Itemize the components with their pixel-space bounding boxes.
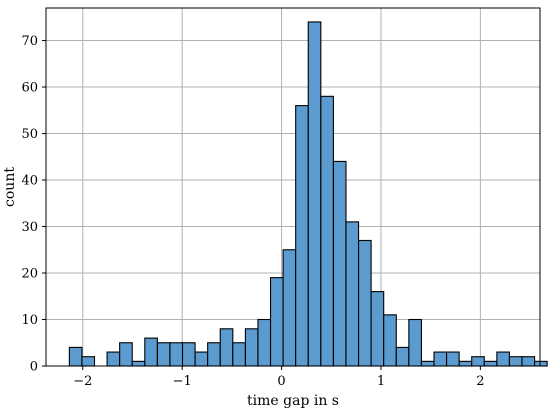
bar-11 [207, 342, 221, 367]
bar-9 [181, 342, 196, 367]
bar-32 [471, 356, 485, 367]
bar-29 [433, 351, 448, 367]
bar-12 [219, 328, 234, 367]
y-tick-label: 20 [21, 267, 38, 282]
bar-20 [320, 95, 334, 367]
bar-7 [156, 342, 171, 367]
bar-1 [81, 356, 96, 367]
bar-19 [307, 21, 322, 367]
bar-10 [194, 351, 209, 367]
bar-28 [420, 360, 435, 367]
bar-6 [144, 337, 158, 367]
x-axis-label: time gap in s [247, 393, 339, 409]
x-tick-label: 2 [476, 374, 484, 389]
y-tick-label: 0 [30, 360, 38, 375]
plot-frame [45, 7, 541, 367]
bar-18 [295, 105, 309, 367]
bar-0 [68, 346, 83, 367]
histogram-bars [68, 21, 548, 367]
bar-26 [395, 346, 410, 367]
bar-3 [106, 351, 121, 367]
bar-34 [496, 351, 510, 367]
bar-22 [345, 221, 360, 367]
bar-17 [282, 249, 297, 367]
bar-15 [257, 318, 272, 367]
x-tick-label: 0 [277, 374, 285, 389]
bar-23 [358, 239, 372, 367]
bar-24 [370, 291, 385, 367]
y-tick-label: 30 [21, 220, 38, 235]
bar-16 [269, 277, 284, 367]
x-tick-label: −1 [173, 374, 192, 389]
bar-27 [408, 318, 422, 367]
y-tick-label: 60 [21, 81, 38, 96]
bar-5 [131, 360, 146, 367]
bar-8 [169, 342, 184, 367]
bar-4 [119, 342, 133, 367]
bar-21 [332, 160, 347, 367]
bar-13 [232, 342, 246, 367]
x-tick-label: −2 [73, 374, 92, 389]
bar-37 [534, 360, 548, 367]
bar-36 [521, 356, 536, 367]
y-tick-label: 70 [21, 34, 38, 49]
y-tick-label: 40 [21, 174, 38, 189]
x-tick-label: 1 [377, 374, 385, 389]
y-tick-label: 10 [21, 313, 38, 328]
y-axis-label: count [2, 167, 18, 207]
bar-14 [244, 328, 259, 367]
bar-35 [508, 356, 523, 367]
bar-30 [446, 351, 460, 367]
bar-25 [383, 314, 397, 367]
y-tick-label: 50 [21, 127, 38, 142]
bar-31 [458, 360, 473, 367]
bar-33 [483, 360, 498, 367]
